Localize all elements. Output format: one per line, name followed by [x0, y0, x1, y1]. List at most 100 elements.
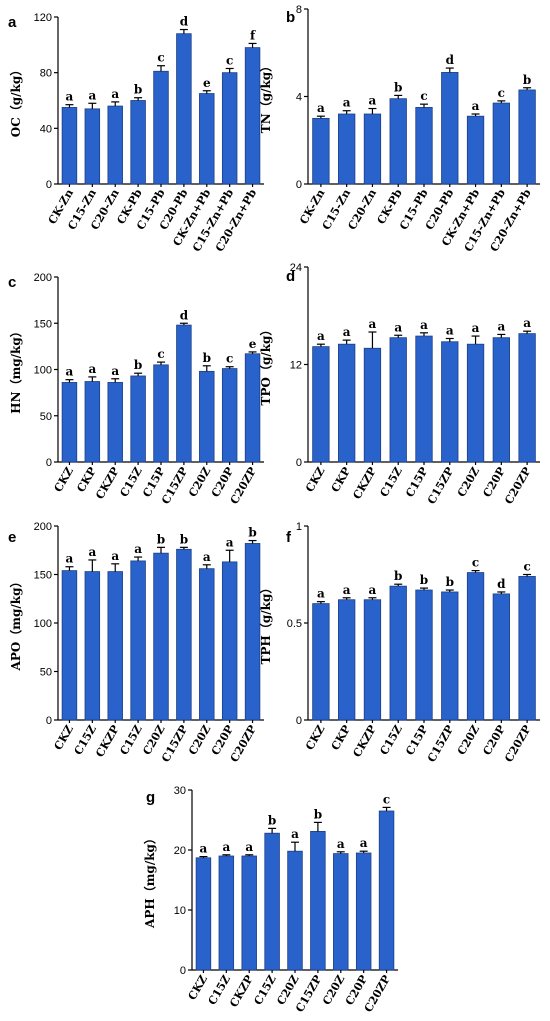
significance-letter: a — [66, 90, 74, 104]
significance-letter: b — [157, 532, 165, 546]
bar — [363, 599, 382, 721]
significance-letter: a — [317, 329, 325, 343]
bar — [107, 382, 123, 463]
significance-letter: f — [250, 28, 256, 42]
x-tick-label: CKZ — [52, 465, 76, 494]
significance-letter: b — [268, 813, 276, 827]
significance-letter: a — [472, 99, 480, 113]
significance-letter: a — [245, 840, 253, 854]
x-tick-label: C15P — [403, 465, 430, 500]
bar — [518, 576, 536, 721]
panel-label: c — [8, 274, 16, 291]
significance-letter: a — [111, 364, 119, 378]
significance-letter: a — [343, 96, 351, 110]
panel-label: e — [8, 529, 16, 546]
significance-letter: c — [420, 89, 427, 103]
significance-letter: a — [203, 550, 211, 564]
y-tick-label: 40 — [40, 123, 52, 135]
y-tick-label: 50 — [40, 667, 52, 679]
significance-letter: a — [66, 365, 74, 379]
bar — [221, 561, 238, 721]
significance-letter: c — [383, 792, 390, 806]
significance-letter: a — [66, 552, 74, 566]
significance-letter: a — [222, 840, 230, 854]
bar — [244, 353, 261, 463]
bar — [492, 337, 510, 463]
y-tick-label: 100 — [34, 365, 52, 377]
significance-letter: a — [420, 318, 428, 332]
bar — [153, 70, 169, 185]
bar — [389, 98, 407, 185]
bar — [287, 850, 303, 971]
y-tick-label: 0 — [296, 457, 302, 469]
significance-letter: a — [200, 842, 208, 856]
bar — [221, 72, 238, 185]
significance-letter: a — [88, 545, 96, 559]
x-tick-label: CKZP — [93, 723, 122, 759]
y-axis-label: TPH（g/kg） — [258, 582, 273, 665]
bar — [338, 113, 356, 185]
bar — [389, 337, 407, 463]
significance-letter: b — [523, 73, 531, 87]
significance-letter: a — [523, 316, 531, 330]
bar — [199, 370, 215, 463]
significance-letter: a — [226, 535, 234, 549]
significance-letter: c — [157, 51, 164, 65]
y-tick-label: 20 — [174, 845, 186, 857]
bar — [312, 117, 330, 185]
y-axis-label: APH（mg/kg） — [142, 832, 157, 929]
bar — [466, 343, 485, 463]
bar — [199, 568, 215, 721]
significance-letter: a — [317, 101, 325, 115]
bar — [176, 548, 192, 721]
significance-letter: e — [249, 337, 257, 351]
y-tick-label: 200 — [34, 272, 52, 284]
bar — [84, 381, 101, 463]
y-axis-label: OC（g/kg） — [8, 64, 23, 137]
significance-letter: a — [111, 87, 119, 101]
significance-letter: c — [498, 86, 505, 100]
panel-label: b — [286, 9, 295, 26]
x-tick-label: CKZ — [303, 465, 327, 494]
significance-letter: a — [360, 836, 368, 850]
bar — [221, 368, 238, 463]
y-tick-label: 4 — [296, 92, 302, 104]
significance-letter: b — [134, 358, 142, 372]
significance-letter: a — [446, 324, 454, 338]
panel-label: a — [8, 14, 17, 31]
panel-label: d — [286, 268, 295, 285]
significance-letter: b — [446, 575, 454, 589]
y-tick-label: 0 — [180, 965, 186, 977]
x-tick-label: C20Z — [455, 465, 482, 499]
significance-letter: a — [111, 549, 119, 563]
significance-letter: b — [394, 80, 402, 94]
y-tick-label: 10 — [174, 905, 186, 917]
bar — [441, 72, 459, 185]
significance-letter: b — [394, 569, 402, 583]
y-axis-label: HN（mg/kg） — [8, 325, 23, 413]
y-tick-label: 0.5 — [287, 618, 302, 630]
x-tick-label: C15P — [403, 723, 430, 758]
x-tick-label: CKZP — [350, 465, 379, 501]
significance-letter: a — [134, 542, 142, 556]
significance-letter: a — [88, 88, 96, 102]
bar — [130, 100, 146, 185]
significance-letter: a — [369, 317, 377, 331]
y-tick-label: 8 — [296, 4, 302, 16]
bar — [84, 108, 101, 185]
bar — [363, 113, 382, 185]
y-tick-label: 100 — [34, 618, 52, 630]
chart-panel-f: f 0 0.5 1 TPH（g/kg） a CKZ a CKP a CKZP b C15Z b C15P b C… — [258, 521, 540, 764]
x-tick-label: C15Z — [378, 465, 405, 499]
bar — [441, 591, 459, 721]
bar — [61, 107, 78, 185]
significance-letter: b — [248, 526, 256, 540]
bar — [264, 832, 280, 971]
bar — [241, 855, 257, 971]
chart-panel-e: e050100150200APO（mg/kg）aCKZaC15ZaCKZPaC1… — [8, 521, 264, 764]
bar — [378, 810, 395, 971]
